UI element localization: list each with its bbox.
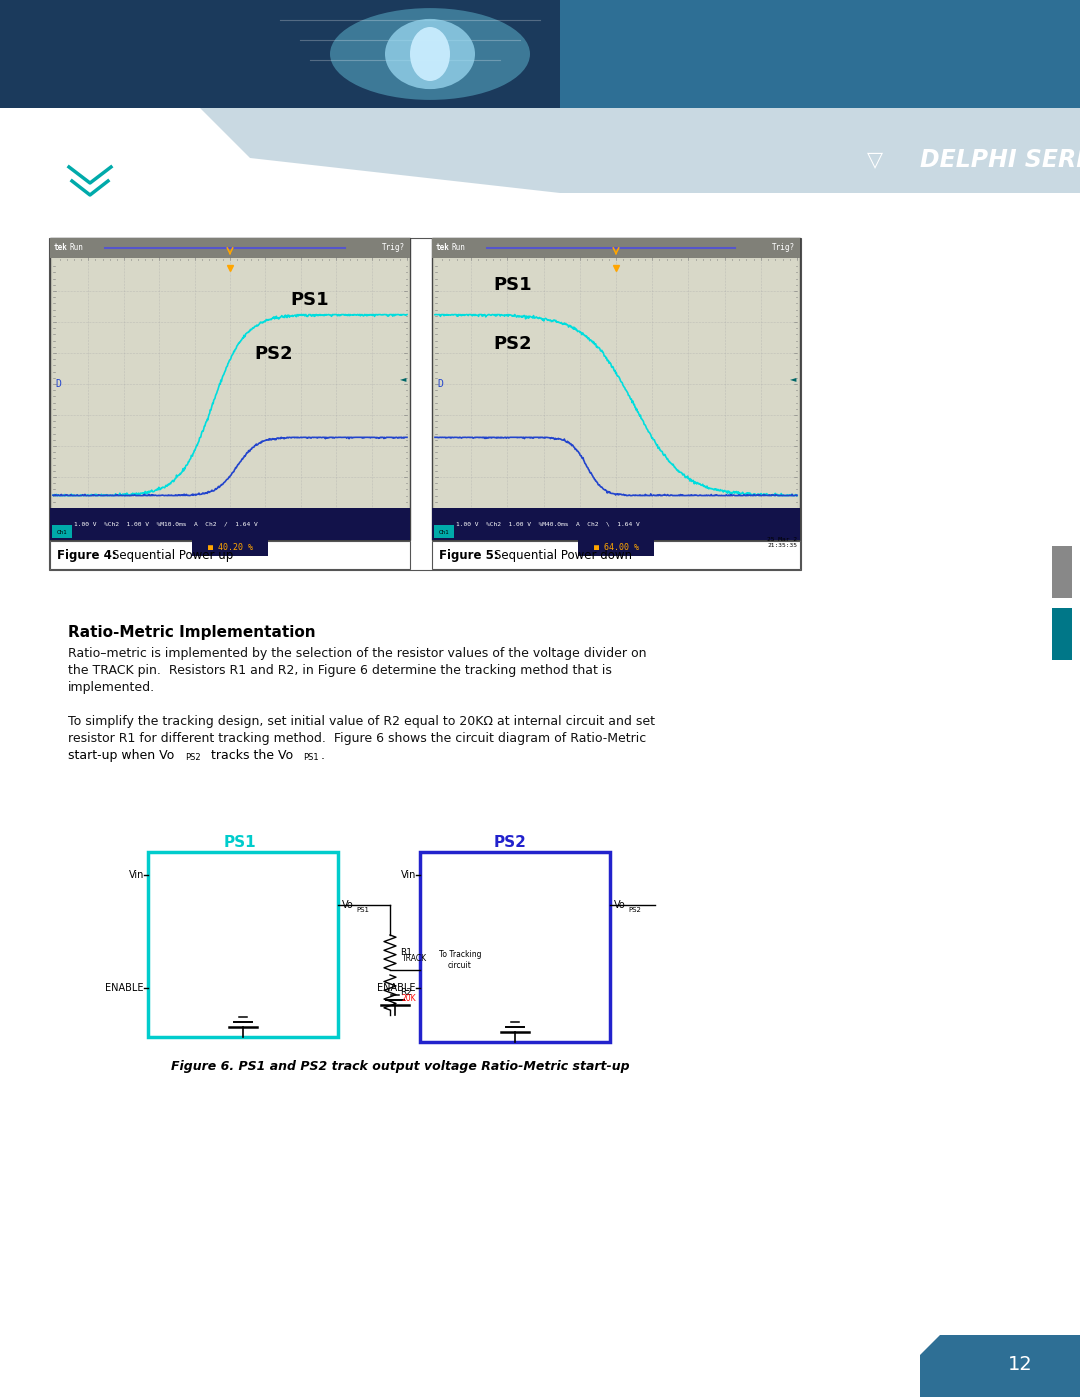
Text: Trig?: Trig? bbox=[382, 243, 405, 253]
Bar bbox=[148, 852, 338, 1037]
Text: tek: tek bbox=[436, 243, 450, 253]
Text: Ratio-Metric Implementation: Ratio-Metric Implementation bbox=[68, 624, 315, 640]
Bar bbox=[561, 0, 1080, 108]
Text: PS1: PS1 bbox=[356, 907, 369, 914]
Bar bbox=[49, 237, 801, 570]
Text: 1.00 V  %Ch2  1.00 V  %M10.0ms  A  Ch2  /  1.64 V: 1.00 V %Ch2 1.00 V %M10.0ms A Ch2 / 1.64… bbox=[75, 521, 258, 527]
Bar bbox=[434, 525, 454, 538]
Text: tek: tek bbox=[54, 243, 68, 253]
Text: Vin: Vin bbox=[401, 870, 416, 880]
Bar bbox=[50, 541, 410, 569]
Bar bbox=[50, 237, 410, 541]
Text: ■ 64.00 %: ■ 64.00 % bbox=[594, 543, 638, 552]
Bar bbox=[0, 0, 561, 108]
Text: .: . bbox=[321, 749, 325, 761]
Polygon shape bbox=[920, 1336, 1080, 1397]
Bar bbox=[192, 541, 268, 556]
Text: 12: 12 bbox=[1008, 1355, 1032, 1375]
Bar bbox=[50, 509, 410, 541]
Ellipse shape bbox=[330, 8, 530, 101]
Text: D: D bbox=[437, 379, 443, 388]
Ellipse shape bbox=[410, 27, 450, 81]
Bar bbox=[432, 541, 800, 569]
Text: ▽: ▽ bbox=[867, 149, 883, 170]
Text: PS2: PS2 bbox=[185, 753, 201, 761]
Text: Figure 5:: Figure 5: bbox=[438, 549, 499, 562]
Bar bbox=[50, 237, 410, 258]
Bar bbox=[1052, 608, 1072, 659]
Text: PS1: PS1 bbox=[224, 835, 256, 849]
Text: PS1: PS1 bbox=[494, 275, 532, 293]
Text: the TRACK pin.  Resistors R1 and R2, in Figure 6 determine the tracking method t: the TRACK pin. Resistors R1 and R2, in F… bbox=[68, 664, 612, 678]
Text: To simplify the tracking design, set initial value of R2 equal to 20KΩ at intern: To simplify the tracking design, set ini… bbox=[68, 715, 654, 728]
Text: Ratio–metric is implemented by the selection of the resistor values of the volta: Ratio–metric is implemented by the selec… bbox=[68, 647, 647, 659]
Text: ■ 40.20 %: ■ 40.20 % bbox=[207, 543, 253, 552]
Text: PS2: PS2 bbox=[494, 835, 526, 849]
Text: TRACK: TRACK bbox=[402, 954, 427, 963]
Bar bbox=[432, 237, 800, 541]
Bar bbox=[1052, 546, 1072, 598]
Text: ENABLE: ENABLE bbox=[106, 983, 144, 993]
Ellipse shape bbox=[384, 20, 475, 89]
Text: resistor R1 for different tracking method.  Figure 6 shows the circuit diagram o: resistor R1 for different tracking metho… bbox=[68, 732, 646, 745]
Text: PS2: PS2 bbox=[627, 907, 640, 914]
Text: Vo: Vo bbox=[615, 900, 625, 909]
Text: Ch1: Ch1 bbox=[56, 529, 67, 535]
Text: PS1: PS1 bbox=[289, 291, 328, 309]
Text: ◄: ◄ bbox=[400, 374, 406, 384]
Text: 1.00 V  %Ch2  1.00 V  %M40.0ms  A  Ch2  \  1.64 V: 1.00 V %Ch2 1.00 V %M40.0ms A Ch2 \ 1.64… bbox=[456, 521, 639, 527]
Text: PS2: PS2 bbox=[254, 345, 293, 363]
Text: Run: Run bbox=[70, 243, 84, 253]
Text: Run: Run bbox=[453, 243, 465, 253]
Text: ENABLE: ENABLE bbox=[378, 983, 416, 993]
Text: ◄: ◄ bbox=[789, 374, 796, 384]
Text: implemented.: implemented. bbox=[68, 680, 156, 694]
Bar bbox=[432, 509, 800, 541]
Text: Vo: Vo bbox=[342, 900, 354, 909]
Text: start-up when Vo: start-up when Vo bbox=[68, 749, 174, 761]
Bar bbox=[52, 525, 72, 538]
Text: R2: R2 bbox=[400, 988, 411, 997]
Text: 20K: 20K bbox=[402, 995, 417, 1003]
Text: PS2: PS2 bbox=[494, 335, 532, 353]
Text: PS1: PS1 bbox=[303, 753, 319, 761]
Text: Figure 4:: Figure 4: bbox=[57, 549, 117, 562]
Text: DELPHI SERIES: DELPHI SERIES bbox=[920, 148, 1080, 172]
Text: Vin: Vin bbox=[129, 870, 144, 880]
Text: Ch1: Ch1 bbox=[438, 529, 449, 535]
Text: D: D bbox=[55, 379, 60, 388]
Bar bbox=[435, 260, 797, 509]
Bar bbox=[420, 852, 610, 1042]
Text: Sequential Power up: Sequential Power up bbox=[112, 549, 233, 562]
Text: To Tracking
circuit: To Tracking circuit bbox=[438, 950, 482, 970]
Bar bbox=[578, 541, 654, 556]
Text: Trig?: Trig? bbox=[772, 243, 795, 253]
Text: R1: R1 bbox=[400, 949, 411, 957]
Text: Sequential Power down: Sequential Power down bbox=[494, 549, 632, 562]
Bar bbox=[53, 260, 407, 509]
Bar bbox=[432, 237, 800, 258]
Text: tracks the Vo: tracks the Vo bbox=[207, 749, 293, 761]
Text: Figure 6. PS1 and PS2 track output voltage Ratio-Metric start-up: Figure 6. PS1 and PS2 track output volta… bbox=[171, 1060, 630, 1073]
Polygon shape bbox=[200, 108, 1080, 193]
Text: 25 Mar 2
21:35:35: 25 Mar 2 21:35:35 bbox=[767, 536, 797, 548]
